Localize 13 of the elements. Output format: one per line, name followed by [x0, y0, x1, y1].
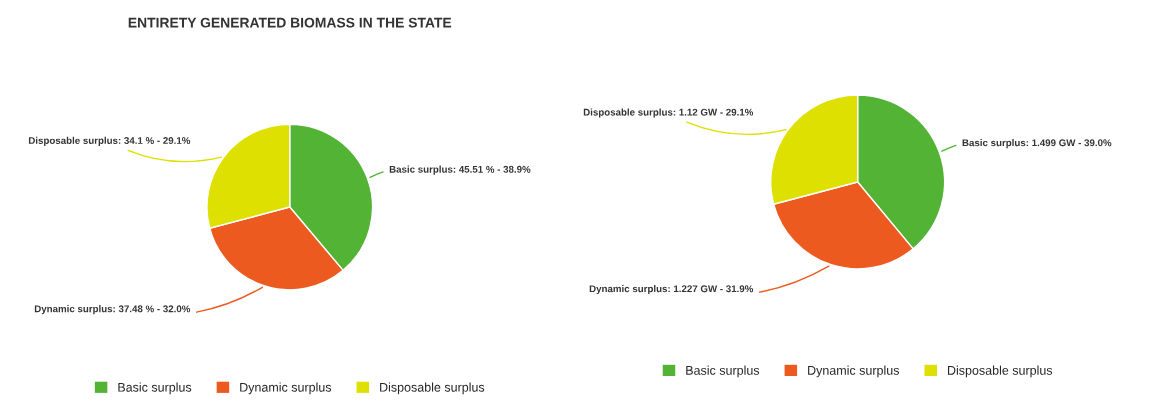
legend-label: Basic surplus	[686, 365, 760, 378]
data-label: Basic surplus: 1.499 GW - 39.0%	[962, 139, 1112, 149]
data-label: Dynamic surplus: 37.48 % - 32.0%	[34, 305, 191, 315]
legend-label: Disposable surplus	[947, 365, 1053, 378]
legend-label: Dynamic surplus	[240, 382, 332, 395]
chart-title: ENTIRETY GENERATED BIOMASS IN THE STATE	[128, 17, 452, 28]
data-label: Disposable surplus: 34.1 % - 29.1%	[28, 136, 191, 146]
legend-label: Disposable surplus	[380, 382, 485, 395]
legend-label: Dynamic surplus	[808, 365, 900, 378]
legend-label: Basic surplus	[118, 382, 192, 395]
data-label: Dynamic surplus: 1.227 GW - 31.9%	[589, 285, 754, 295]
data-label: Basic surplus: 45.51 % - 38.9%	[389, 165, 531, 175]
data-label: Disposable surplus: 1.12 GW - 29.1%	[583, 108, 754, 118]
